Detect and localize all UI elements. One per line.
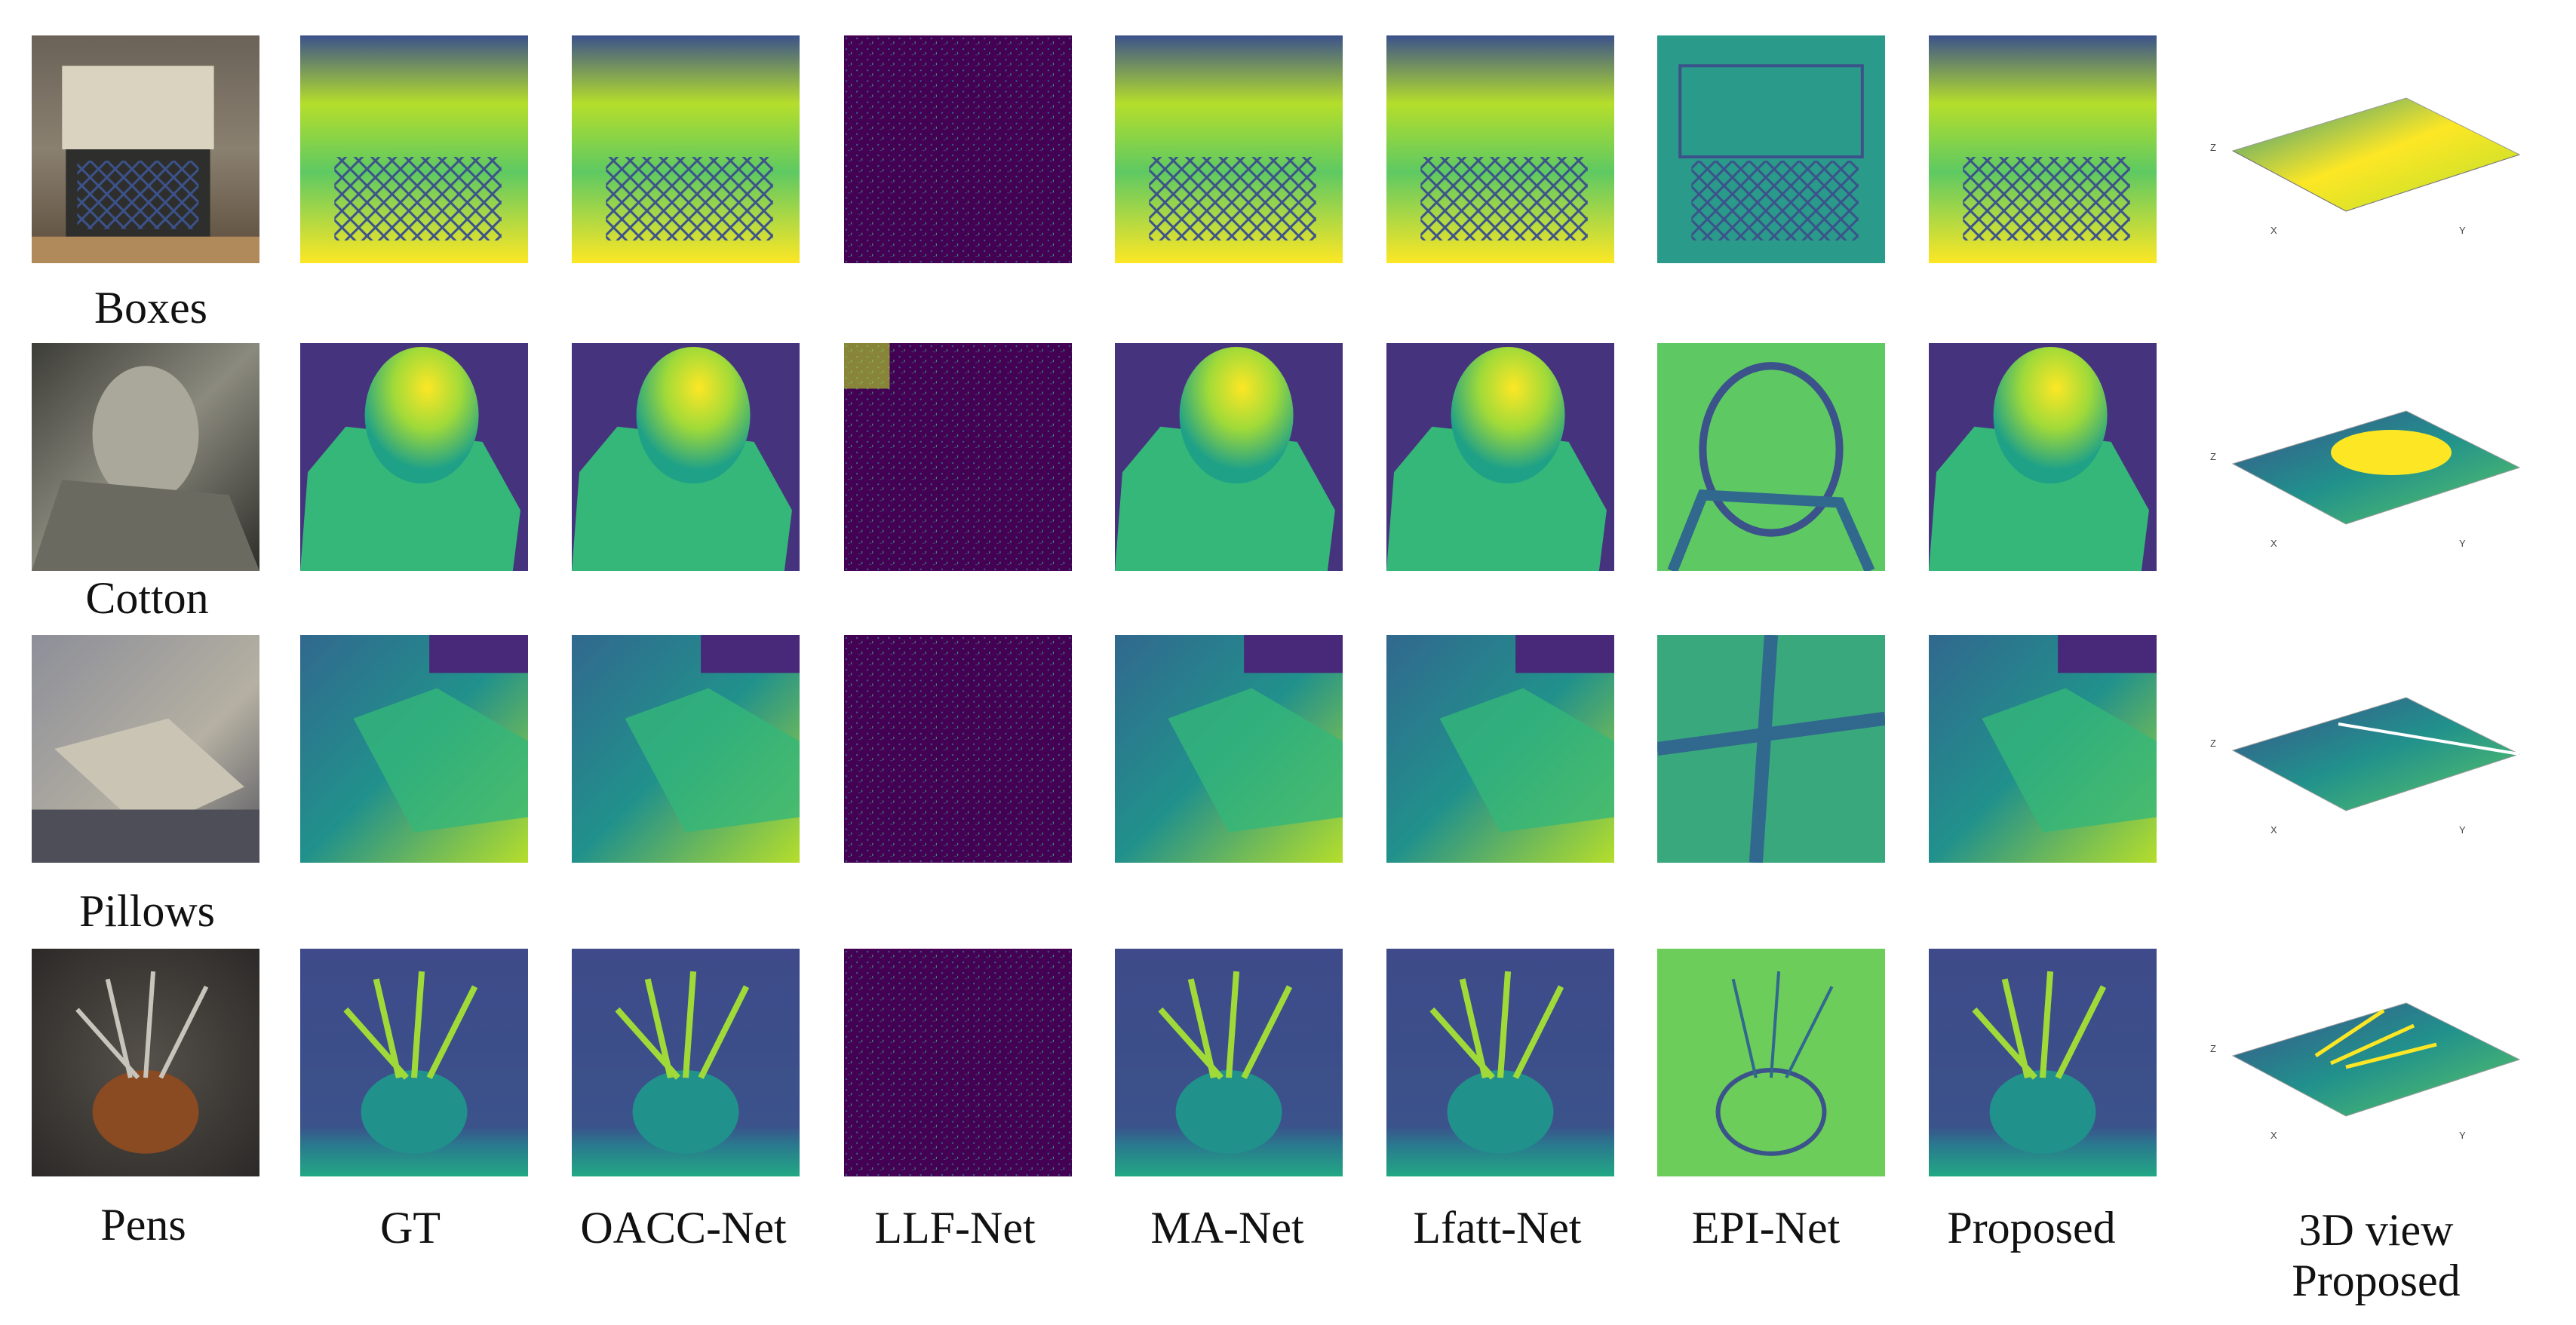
cotton-3d-x-label: X <box>2271 538 2277 549</box>
column-label-lfatt-net: Lfatt-Net <box>1413 1203 1582 1253</box>
column-label-3d-view-line2: Proposed <box>2292 1256 2461 1306</box>
boxes-oacc-net-depth <box>572 35 800 263</box>
boxes-3d-x-label: X <box>2271 225 2277 236</box>
pens-3d-x-label: X <box>2271 1130 2277 1141</box>
pillows-lfatt-net-depth <box>1386 635 1614 863</box>
cotton-oacc-net-depth <box>572 343 800 571</box>
pens-epi-net-depth <box>1657 949 1885 1176</box>
boxes-3d-z-label: Z <box>2210 142 2216 153</box>
boxes-epi-net-depth <box>1657 35 1885 263</box>
boxes-gt-depth <box>300 35 528 263</box>
column-label-llf-net: LLF-Net <box>874 1203 1036 1253</box>
pillows-epi-net-depth <box>1657 635 1885 863</box>
cotton-rgb-image <box>32 343 259 571</box>
pillows-3d-z-label: Z <box>2210 738 2216 749</box>
pillows-gt-depth <box>300 635 528 863</box>
pillows-3d-y-label: Y <box>2459 824 2466 836</box>
column-label-3d-view: 3D view Proposed <box>2292 1205 2460 1306</box>
boxes-proposed-depth <box>1929 35 2157 263</box>
scene-label-pillows: Pillows <box>78 886 216 936</box>
column-label-epi-net: EPI-Net <box>1691 1203 1841 1253</box>
pens-3d-y-label: Y <box>2459 1130 2466 1141</box>
column-label-gt: GT <box>380 1203 441 1253</box>
pens-oacc-net-depth <box>572 949 800 1176</box>
pillows-ma-net-depth <box>1115 635 1343 863</box>
column-label-3d-view-line1: 3D view <box>2298 1205 2454 1255</box>
column-label-oacc-net: OACC-Net <box>580 1203 787 1253</box>
pens-3d-z-label: Z <box>2210 1043 2216 1054</box>
column-label-ma-net: MA-Net <box>1150 1203 1304 1253</box>
pillows-proposed-depth <box>1929 635 2157 863</box>
pillows-rgb-image <box>32 635 259 863</box>
boxes-ma-net-depth <box>1115 35 1343 263</box>
cotton-3d-y-label: Y <box>2459 538 2466 549</box>
scene-label-pens: Pens <box>100 1200 186 1250</box>
cotton-ma-net-depth <box>1115 343 1343 571</box>
boxes-3d-view: Z X Y <box>2188 83 2535 271</box>
cotton-llf-net-depth <box>844 343 1072 571</box>
cotton-lfatt-net-depth <box>1386 343 1614 571</box>
pillows-oacc-net-depth <box>572 635 800 863</box>
pens-rgb-image <box>32 949 259 1176</box>
boxes-lfatt-net-depth <box>1386 35 1614 263</box>
boxes-rgb-image <box>32 35 259 263</box>
pens-ma-net-depth <box>1115 949 1343 1176</box>
pens-3d-view: Z X Y <box>2188 980 2535 1176</box>
pillows-llf-net-depth <box>844 635 1072 863</box>
cotton-3d-z-label: Z <box>2210 451 2216 462</box>
pens-gt-depth <box>300 949 528 1176</box>
pens-llf-net-depth <box>844 949 1072 1176</box>
boxes-llf-net-depth <box>844 35 1072 263</box>
scene-label-boxes: Boxes <box>94 283 207 333</box>
pillows-3d-x-label: X <box>2271 824 2277 836</box>
cotton-proposed-depth <box>1929 343 2157 571</box>
boxes-3d-y-label: Y <box>2459 225 2466 236</box>
pens-proposed-depth <box>1929 949 2157 1176</box>
cotton-gt-depth <box>300 343 528 571</box>
pillows-3d-view: Z X Y <box>2188 679 2535 867</box>
column-label-proposed: Proposed <box>1947 1203 2116 1253</box>
pens-lfatt-net-depth <box>1386 949 1614 1176</box>
scene-label-cotton: Cotton <box>85 573 209 623</box>
cotton-3d-view: Z X Y <box>2188 392 2535 581</box>
cotton-epi-net-depth <box>1657 343 1885 571</box>
